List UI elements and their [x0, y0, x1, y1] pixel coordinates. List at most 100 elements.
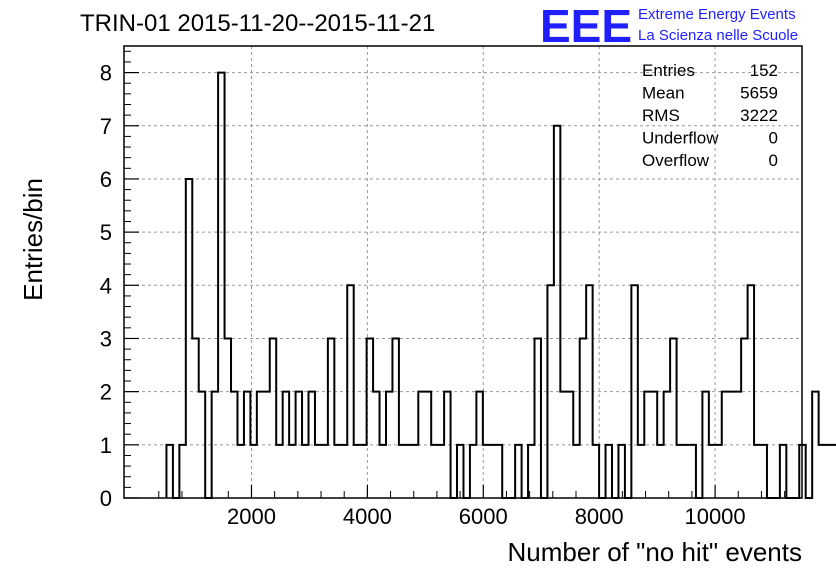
histogram-bin [302, 445, 308, 498]
histogram-bin [399, 445, 405, 498]
histogram-bin [515, 445, 521, 498]
histogram-bin [199, 392, 205, 498]
y-tick-label: 1 [100, 433, 112, 458]
histogram-bin [354, 445, 360, 498]
histogram-bin [270, 338, 276, 498]
histogram-bin [677, 445, 683, 498]
histogram-bin [380, 445, 386, 498]
histogram-bin [470, 445, 476, 498]
y-tick-label: 0 [100, 486, 112, 511]
histogram-bin [657, 445, 663, 498]
histogram-bin [405, 445, 411, 498]
histogram-bin [567, 392, 573, 498]
histogram-bin [761, 445, 767, 498]
histogram-bin [392, 338, 398, 498]
histogram-bin [618, 445, 624, 498]
histogram-bin [651, 392, 657, 498]
histogram-bin [728, 392, 734, 498]
x-axis-label: Number of "no hit" events [508, 537, 803, 567]
stat-label: RMS [642, 106, 680, 125]
histogram-bin [412, 445, 418, 498]
stat-label: Mean [642, 84, 685, 103]
histogram-bin [812, 392, 818, 498]
histogram-bin [386, 392, 392, 498]
histogram-bin [689, 445, 695, 498]
x-tick-label: 2000 [227, 504, 276, 529]
histogram-series [165, 71, 836, 499]
stat-value: 152 [750, 61, 778, 80]
histogram-bin [825, 445, 831, 498]
histogram-bin [547, 285, 553, 498]
histogram-bin [664, 392, 670, 498]
histogram-bin [489, 445, 495, 498]
histogram-bin [231, 392, 237, 498]
histogram-bin [644, 392, 650, 498]
brand-line-2: La Scienza nelle Scuole [638, 27, 798, 44]
histogram-bin [212, 392, 218, 498]
histogram-bin [334, 445, 340, 498]
y-tick-label: 5 [100, 220, 112, 245]
histogram-bin [166, 445, 172, 498]
histogram-bin [328, 338, 334, 498]
histogram-bin [438, 445, 444, 498]
histogram-bin [425, 392, 431, 498]
histogram-bin [715, 445, 721, 498]
histogram-bin [360, 445, 366, 498]
y-tick-label: 7 [100, 114, 112, 139]
histogram-bin [283, 392, 289, 498]
histogram-bin [315, 445, 321, 498]
histogram-bin [257, 392, 263, 498]
histogram-bin [457, 445, 463, 498]
stat-label: Overflow [642, 151, 710, 170]
stat-value: 3222 [740, 106, 778, 125]
histogram-bin [373, 392, 379, 498]
stat-value: 0 [769, 151, 778, 170]
histogram-bin [367, 338, 373, 498]
histogram-bin [735, 392, 741, 498]
histogram-bin [418, 392, 424, 498]
histogram-bin [670, 338, 676, 498]
grid-lines [124, 46, 802, 498]
histogram-bin [237, 445, 243, 498]
histogram-bin [606, 445, 612, 498]
histogram-bin [431, 445, 437, 498]
histogram-bin [347, 285, 353, 498]
histogram-bin [754, 445, 760, 498]
histogram-bin [309, 392, 315, 498]
x-tick-label: 4000 [343, 504, 392, 529]
histogram-bin [263, 392, 269, 498]
stat-label: Entries [642, 61, 695, 80]
histogram-bin [586, 285, 592, 498]
histogram-bin [321, 445, 327, 498]
stats-box: Entries 152 Mean 5659 RMS 3222 Underflow 0 Overf… [642, 61, 778, 170]
histogram-bin [186, 179, 192, 498]
histogram-bin [554, 126, 560, 498]
histogram-outline [165, 71, 836, 499]
histogram-bin [741, 338, 747, 498]
histogram-bin [683, 445, 689, 498]
histogram-bin [709, 445, 715, 498]
histogram-bin [276, 445, 282, 498]
histogram-bin [296, 392, 302, 498]
x-tick-label: 6000 [459, 504, 508, 529]
histogram-bin [573, 445, 579, 498]
histogram-bin [593, 445, 599, 498]
histogram-bin [218, 73, 224, 498]
histogram-bin [832, 445, 836, 498]
histogram-bin [638, 445, 644, 498]
histogram-bin [476, 392, 482, 498]
histogram-bin [528, 445, 534, 498]
y-tick-label: 8 [100, 61, 112, 86]
histogram-bin [444, 392, 450, 498]
eee-logo: EEE [540, 0, 632, 52]
histogram-bin [702, 392, 708, 498]
y-tick-label: 4 [100, 273, 112, 298]
stat-label: Underflow [642, 129, 719, 148]
histogram-bin [179, 445, 185, 498]
histogram-bin [289, 445, 295, 498]
plot-frame [123, 45, 803, 499]
stat-value: 5659 [740, 84, 778, 103]
stat-value: 0 [769, 129, 778, 148]
histogram-bin [748, 285, 754, 498]
histogram-bin [819, 445, 825, 498]
